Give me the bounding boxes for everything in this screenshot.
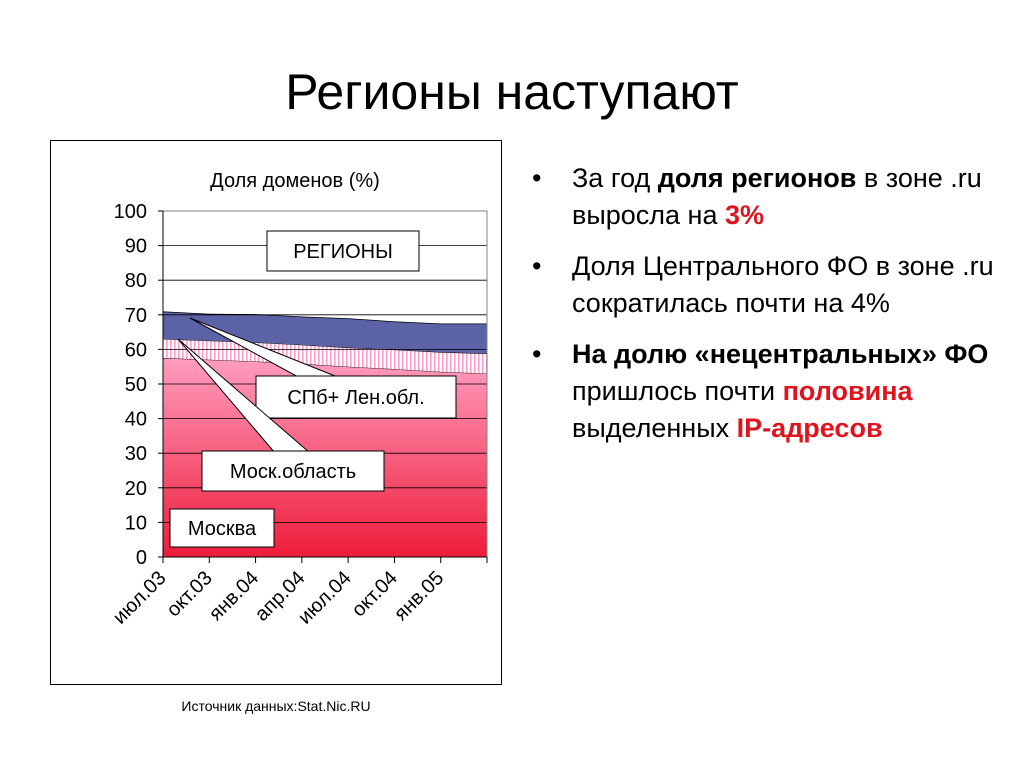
bullet-list: За год доля регионов в зоне .ru выросла …: [532, 160, 1002, 461]
bullet-text: На долю «нецентральных» ФО: [572, 339, 989, 369]
y-tick-label: 40: [125, 409, 147, 431]
bullet-text: в зоне .ru выросла на: [572, 163, 982, 230]
label-regions: РЕГИОНЫ: [293, 241, 393, 263]
label-spb-box: [255, 375, 457, 419]
bullet-text: доля регионов: [657, 163, 857, 193]
bullet-text: пришлось почти: [572, 376, 783, 406]
y-tick-label: 80: [125, 270, 147, 292]
y-tick-label: 30: [125, 443, 147, 465]
y-tick-label: 50: [125, 374, 147, 396]
label-mosobl: Моск.область: [230, 461, 356, 483]
bullet-text: половина: [782, 376, 913, 406]
y-tick-label: 70: [125, 305, 147, 327]
label-mosobl-box: [201, 450, 385, 492]
x-tick-label: янв.05: [390, 567, 448, 625]
y-tick-label: 90: [125, 236, 147, 258]
label-moscow-box: [169, 508, 275, 548]
slide-title: Регионы наступают: [285, 64, 739, 120]
label-moscow: Москва: [188, 518, 257, 540]
bullet-item: На долю «нецентральных» ФО пришлось почт…: [532, 336, 1002, 447]
label-spb: СПб+ Лен.обл.: [287, 387, 424, 409]
y-tick-label: 100: [114, 201, 147, 223]
chart-title: Доля доменов (%): [210, 170, 380, 192]
data-source: Источник данных:Stat.Nic.RU: [181, 698, 371, 714]
label-regions-box: [266, 230, 420, 272]
y-tick-label: 60: [125, 339, 147, 361]
y-tick-label: 0: [136, 547, 147, 569]
bullet-text: IP-адресов: [736, 413, 883, 443]
y-tick-label: 20: [125, 478, 147, 500]
bullet-text: 3%: [724, 200, 765, 230]
x-tick-label: июл.04: [294, 567, 356, 629]
chart: Доля доменов (%) 0 10 20 30 40 50 60 70 80 90 100 ию…: [109, 170, 488, 629]
bullet-item: За год доля регионов в зоне .ru выросла …: [532, 160, 1002, 234]
y-tick-label: 10: [125, 512, 147, 534]
bullet-text: За год: [572, 163, 658, 193]
x-tick-label: янв.04: [205, 567, 263, 625]
bullet-text: Доля Центрального ФО в зоне .ru сократил…: [572, 251, 994, 318]
bullet-item: Доля Центрального ФО в зоне .ru сократил…: [532, 248, 1002, 322]
series-edge: [162, 310, 487, 325]
bullet-text: выделенных: [572, 413, 737, 443]
x-tick-label: июл.03: [109, 567, 171, 629]
